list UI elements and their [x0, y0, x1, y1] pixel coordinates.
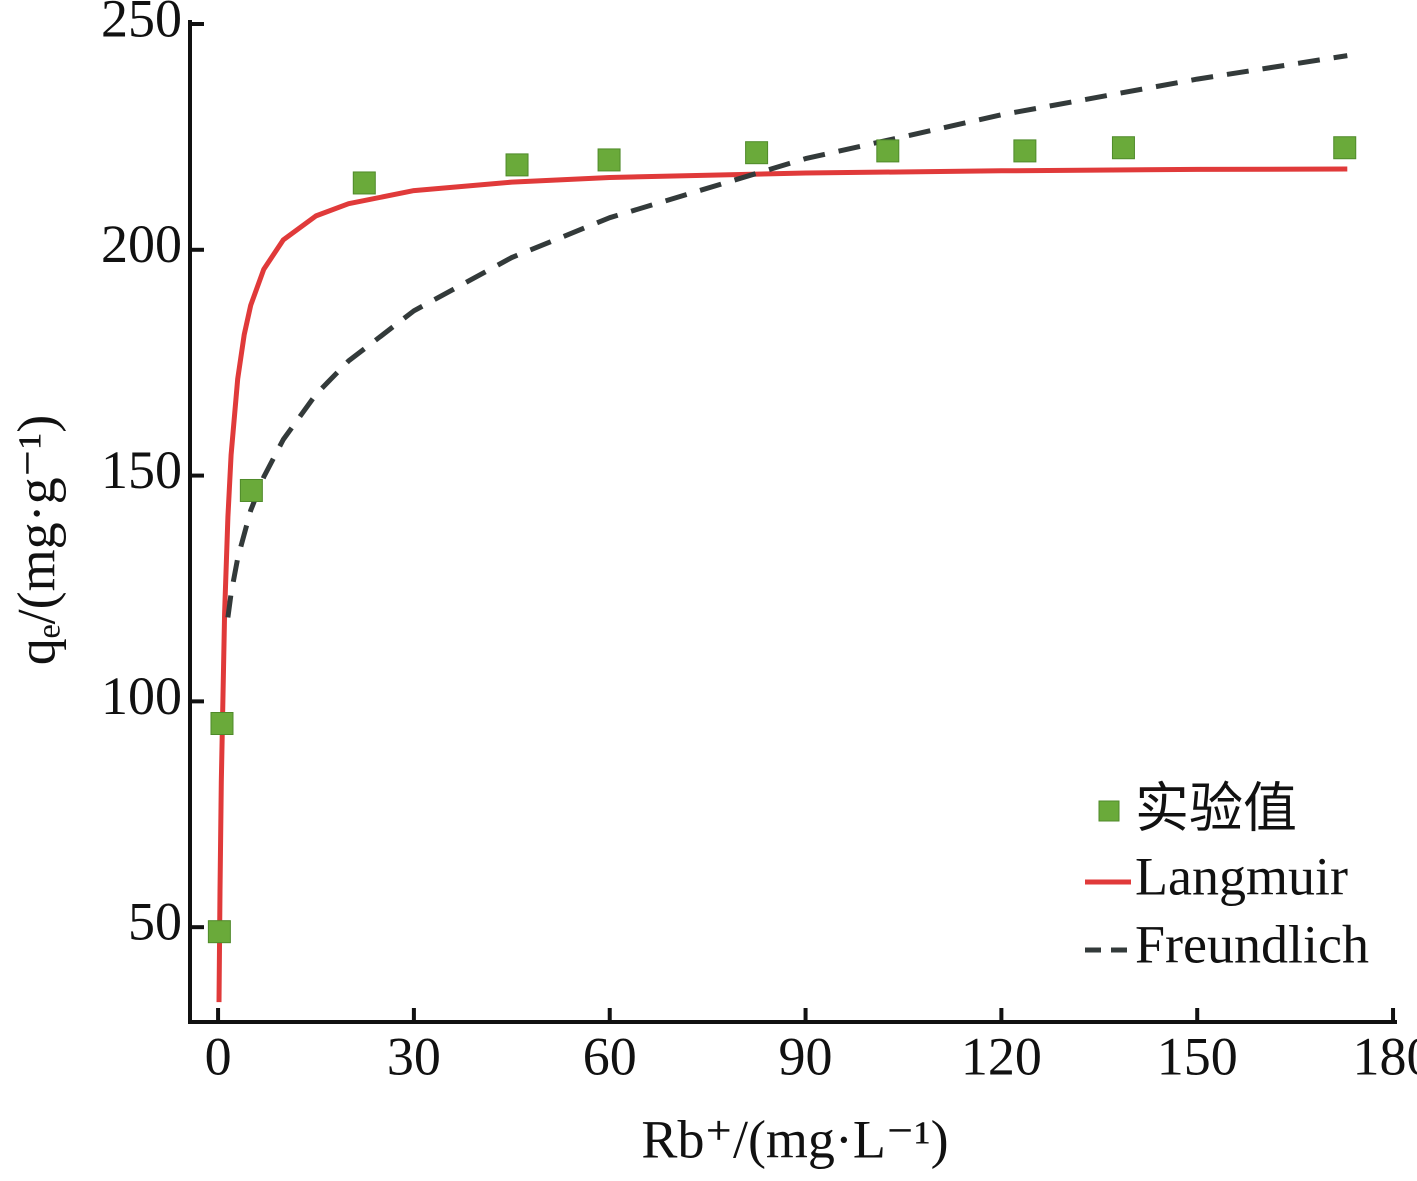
y-tick-label: 250 [101, 0, 182, 48]
line [216, 166, 1348, 1003]
y-tick-label: 100 [101, 666, 182, 726]
point [210, 712, 234, 736]
point [876, 139, 900, 163]
x-tick-label: 60 [583, 1026, 637, 1086]
point [207, 920, 231, 944]
x-tick-label: 0 [205, 1026, 232, 1086]
legend-swatch [1098, 800, 1120, 822]
x-tick-label: 150 [1157, 1026, 1238, 1086]
y-tick-label: 200 [101, 214, 182, 274]
x-axis-label: Rb⁺/(mg·L⁻¹) [641, 1109, 948, 1169]
point [239, 478, 263, 502]
point [1333, 136, 1357, 160]
y-axis-label: qₑ/(mg·g⁻¹) [6, 415, 66, 666]
x-tick-label: 120 [961, 1026, 1042, 1086]
legend-label: Langmuir [1135, 846, 1348, 906]
point [745, 141, 769, 165]
point [597, 148, 621, 172]
legend-label: 实验值 [1135, 778, 1297, 838]
point [1013, 139, 1037, 163]
legend-label: Freundlich [1135, 914, 1369, 974]
x-tick-label: 90 [779, 1026, 833, 1086]
y-tick-label: 50 [128, 892, 182, 952]
point [1111, 136, 1135, 160]
x-tick-label: 180 [1353, 1026, 1417, 1086]
line [225, 53, 1348, 618]
point [352, 171, 376, 195]
x-tick-label: 30 [387, 1026, 441, 1086]
point [505, 153, 529, 177]
y-tick-label: 150 [101, 440, 182, 500]
